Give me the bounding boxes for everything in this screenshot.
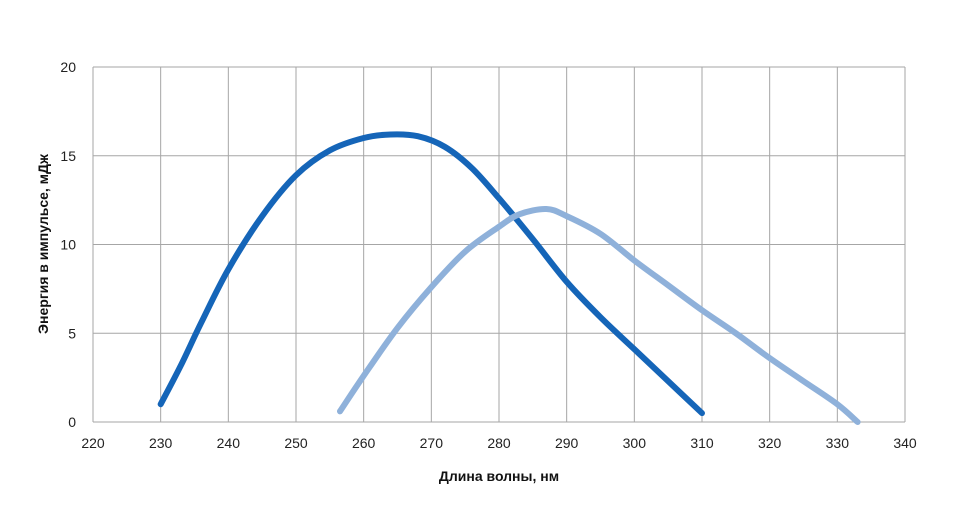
x-tick-label: 330	[826, 435, 850, 451]
x-tick-label: 250	[284, 435, 308, 451]
x-tick-label: 260	[352, 435, 376, 451]
series-line-1	[157, 131, 705, 417]
x-tick-label: 220	[81, 435, 105, 451]
x-tick-label: 230	[149, 435, 173, 451]
series-line-2	[336, 205, 861, 425]
x-tick-label: 240	[217, 435, 241, 451]
x-tick-label: 280	[487, 435, 511, 451]
x-tick-label: 340	[893, 435, 917, 451]
x-tick-label: 290	[555, 435, 579, 451]
series-layer	[157, 131, 861, 425]
x-axis-title: Длина волны, нм	[439, 468, 559, 484]
y-tick-labels: 0 5 10 15 20	[60, 59, 76, 430]
x-tick-labels: 220 230 240 250 260 270 280 290 300 310 320 330 340	[81, 435, 917, 451]
y-tick-label: 10	[60, 237, 76, 253]
x-tick-label: 310	[690, 435, 714, 451]
grid	[92, 66, 906, 423]
x-tick-label: 300	[623, 435, 647, 451]
y-tick-label: 15	[60, 148, 76, 164]
x-tick-label: 270	[420, 435, 444, 451]
y-tick-label: 20	[60, 59, 76, 75]
y-axis-title: Энергия в импульсе, мДж	[35, 153, 51, 334]
x-tick-label: 320	[758, 435, 782, 451]
y-tick-label: 5	[68, 325, 76, 341]
y-tick-label: 0	[68, 414, 76, 430]
